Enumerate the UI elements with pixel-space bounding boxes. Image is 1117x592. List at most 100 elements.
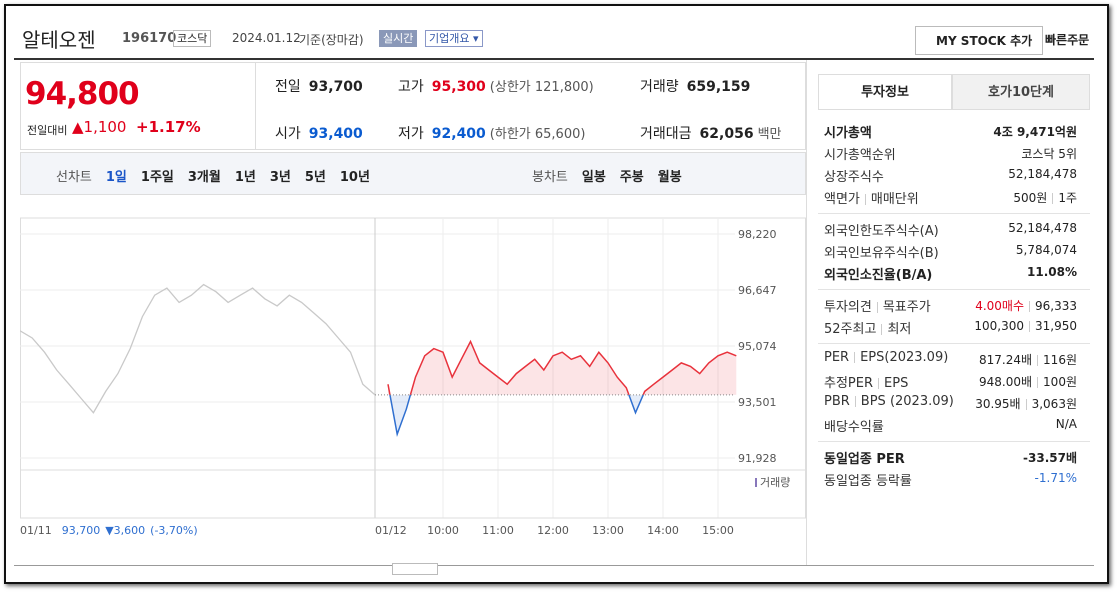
info-label: 동일업종 등락률 (824, 470, 912, 489)
candle-tab[interactable]: 월봉 (657, 170, 682, 185)
info-value: 4.00매수 96,333 (975, 297, 1077, 314)
value-text: 4.00매수 (975, 299, 1024, 313)
x-tick-label: 15:00 (702, 524, 734, 537)
change: ▲1,100 (72, 118, 127, 136)
value-text: 52,184,478 (1008, 167, 1077, 181)
quote-item: 거래대금 62,056 백만 (640, 123, 781, 143)
info-label: 시가총액순위 (824, 144, 896, 163)
separator (878, 378, 880, 389)
period-tab[interactable]: 5년 (304, 170, 326, 185)
period-tab[interactable]: 1년 (234, 170, 256, 185)
quote-panel (255, 62, 806, 150)
label-text: PBR (824, 394, 850, 409)
volume-legend-swatch (755, 478, 757, 487)
label-text: 시가총액 (824, 126, 872, 141)
value-text: -33.57배 (1023, 451, 1077, 465)
label-text: 매매단위 (870, 192, 919, 207)
label-text: EPS (884, 376, 909, 391)
info-label: 상장주식수 (824, 166, 884, 185)
value-text: 코스닥 5위 (1021, 147, 1077, 161)
info-label: 액면가 매매단위 (824, 188, 919, 207)
candle-tabs: 봉차트 일봉 주봉 월봉 (532, 166, 696, 185)
quote-label: 거래량 (640, 79, 679, 95)
period-tab[interactable]: 1주일 (140, 170, 174, 185)
y-tick-label: 95,074 (738, 340, 777, 353)
label-text: 외국인보유주식수(B) (824, 246, 939, 261)
info-value: -1.71% (1035, 471, 1077, 485)
quote-label: 저가 (398, 126, 424, 142)
quick-order[interactable]: 빠른주문 (1045, 33, 1090, 47)
quote-item: 거래량 659,159 (640, 76, 750, 96)
value-text: 11.08% (1027, 265, 1077, 279)
info-label: 배당수익률 (824, 416, 884, 435)
separator (854, 352, 856, 363)
candle-tab[interactable]: 일봉 (581, 170, 606, 185)
value-text: 31,950 (1035, 319, 1077, 333)
info-label: 52주최고 최저 (824, 318, 911, 337)
info-label: 외국인한도주식수(A) (824, 220, 939, 239)
current-price: 94,800 (25, 76, 140, 112)
separator (876, 302, 878, 313)
label-text: 액면가 (824, 192, 860, 207)
separator (1037, 377, 1039, 388)
info-label: PBR BPS (2023.09) (824, 394, 954, 409)
value-text: 100,300 (974, 319, 1024, 333)
prev-summary: 01/11 93,700 ▼3,600 (-3,70%) (20, 524, 198, 537)
x-tick-label: 14:00 (647, 524, 679, 537)
stock-code: 196170 (122, 31, 177, 46)
summary-change: ▼3,600 (105, 524, 146, 537)
quote-value: 92,400 (431, 126, 486, 142)
separator (1037, 355, 1039, 366)
separator (1052, 193, 1054, 204)
x-tick-label: 11:00 (482, 524, 514, 537)
quote-note: (하한가 65,600) (489, 127, 586, 142)
value-text: 5,784,074 (1015, 243, 1077, 257)
date: 2024.01.12 (232, 31, 301, 45)
overview-button[interactable]: 기업개요 ▾ (425, 30, 483, 47)
x-tick-label: 12:00 (537, 524, 569, 537)
side-tab[interactable]: 투자정보 (818, 74, 952, 110)
my-stock-button[interactable]: MY STOCK 추가 (915, 26, 1044, 55)
value-text: 96,333 (1035, 299, 1077, 313)
quote-value: 93,700 (308, 79, 363, 95)
separator (864, 194, 866, 205)
y-tick-label: 98,220 (738, 228, 777, 241)
label-text: 외국인소진율(B/A) (824, 268, 933, 283)
group-rule (818, 213, 1090, 214)
info-value: 52,184,478 (1008, 221, 1077, 235)
summary-rate: (-3,70%) (150, 524, 198, 537)
label-text: 최저 (887, 322, 912, 337)
market-badge: 코스닥 (173, 30, 212, 47)
info-value: 52,184,478 (1008, 167, 1077, 181)
realtime-badge[interactable]: 실시간 (379, 30, 418, 47)
period-tabs: 선차트 1일 1주일 3개월 1년 3년 5년 10년 (56, 166, 384, 185)
quote-item: 시가 93,400 (275, 123, 363, 143)
stock-name: 알테오젠 (22, 28, 96, 52)
info-value: N/A (1056, 417, 1077, 431)
period-tab[interactable]: 3개월 (187, 170, 221, 185)
period-tab[interactable]: 1일 (105, 170, 127, 185)
info-label: 시가총액 (824, 122, 872, 141)
y-tick-label: 93,501 (738, 396, 777, 409)
label-text: 동일업종 등락률 (824, 474, 912, 489)
quote-label: 시가 (275, 126, 301, 142)
separator (1025, 399, 1027, 410)
label-text: BPS (2023.09) (860, 394, 954, 409)
info-value: -33.57배 (1023, 449, 1077, 466)
quote-note: (상한가 121,800) (489, 80, 594, 95)
info-value: 코스닥 5위 (1021, 145, 1077, 162)
period-tab[interactable]: 10년 (339, 170, 370, 185)
candle-tab[interactable]: 주봉 (619, 170, 644, 185)
value-text: 1주 (1058, 191, 1077, 205)
info-value: 5,784,074 (1016, 243, 1077, 257)
side-tab[interactable]: 호가10단계 (952, 74, 1090, 110)
quote-item: 고가 95,300 (상한가 121,800) (398, 76, 594, 96)
value-text: 4조 9,471억원 (993, 125, 1077, 139)
value-text: 100원 (1043, 375, 1077, 389)
collapse-button[interactable] (392, 563, 438, 575)
label-text: 외국인한도주식수(A) (824, 224, 939, 239)
period-tab[interactable]: 3년 (269, 170, 291, 185)
previous-day-line (20, 283, 376, 414)
tab-label: 봉차트 (532, 170, 568, 185)
quote-value: 95,300 (431, 79, 486, 95)
